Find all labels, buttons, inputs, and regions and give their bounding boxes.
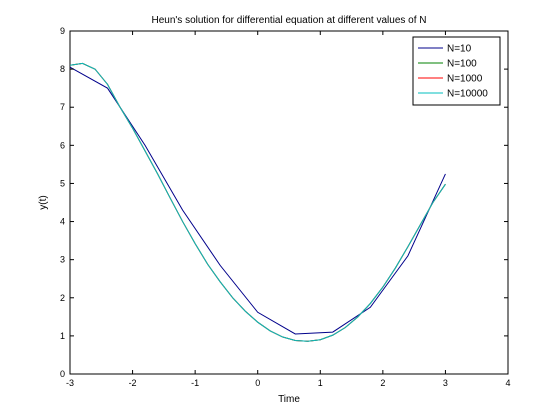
x-axis-title: Time: [278, 394, 300, 405]
y-tick-label: 1: [60, 331, 65, 341]
x-tick-label: -3: [66, 378, 74, 388]
series-layer: [69, 62, 446, 342]
legend: N=10 N=100 N=1000 N=10000: [412, 36, 501, 106]
x-tick-label: 4: [505, 378, 510, 388]
x-tick-label: 1: [318, 378, 323, 388]
y-tick-label: 3: [60, 255, 65, 265]
x-tick-label: 2: [380, 378, 385, 388]
y-tick-label: 8: [60, 64, 65, 74]
legend-label-3: N=1000: [447, 74, 483, 85]
x-tick-label: 3: [443, 378, 448, 388]
y-tick-label: 2: [60, 293, 65, 303]
x-tick-label: 0: [255, 378, 260, 388]
x-tick-label: -2: [129, 378, 137, 388]
chart-title: Heun's solution for differential equatio…: [151, 15, 426, 26]
x-tick-label: -1: [191, 378, 199, 388]
series-line-4: [69, 62, 446, 342]
y-tick-label: 6: [60, 140, 65, 150]
y-axis-title: y(t): [38, 195, 49, 209]
legend-label-4: N=10000: [447, 89, 488, 100]
y-tick-label: 4: [60, 217, 65, 227]
y-tick-label: 0: [60, 369, 65, 379]
legend-label-1: N=10: [447, 44, 472, 55]
y-tick-label: 9: [60, 26, 65, 36]
y-tick-label: 7: [60, 102, 65, 112]
ticks-layer: -3 -2 -1 0 1 2 3 4 0 1 2 3 4 5 6 7 8 9: [60, 26, 511, 388]
y-tick-label: 5: [60, 178, 65, 188]
legend-label-2: N=100: [447, 59, 477, 70]
series-line-1: [69, 66, 446, 335]
